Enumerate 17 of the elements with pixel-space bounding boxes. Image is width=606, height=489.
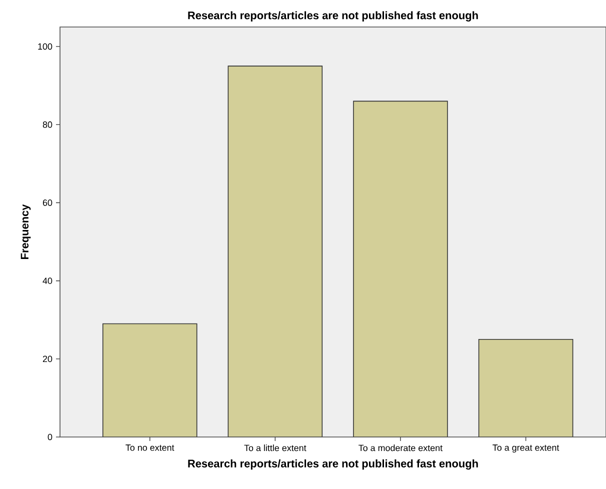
bar [478,338,574,437]
bar [353,100,448,437]
y-tick-label: 80 [42,121,52,128]
x-tick-label: To no extent [126,444,174,451]
x-axis-title: Research reports/articles are not published fast enough [188,459,478,470]
y-axis-title: Frequency [20,204,31,259]
y-tick-label: 40 [42,278,52,284]
bar [228,66,322,437]
y-tick-label: 20 [42,356,52,362]
x-tick-label: To a little extent [244,444,306,452]
bar [102,323,198,437]
x-tick-label: To a moderate extent [358,444,443,452]
y-tick-label: 100 [38,43,52,50]
y-tick-label: 0 [48,434,52,440]
x-tick-label: To a great extent [492,444,560,453]
chart-title: Research reports/articles are not published fast enough [188,11,478,22]
y-tick-label: 60 [42,200,52,206]
